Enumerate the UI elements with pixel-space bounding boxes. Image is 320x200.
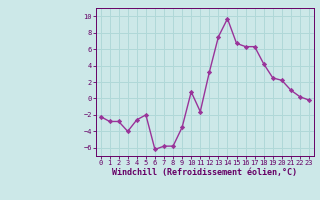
X-axis label: Windchill (Refroidissement éolien,°C): Windchill (Refroidissement éolien,°C) [112,168,297,177]
